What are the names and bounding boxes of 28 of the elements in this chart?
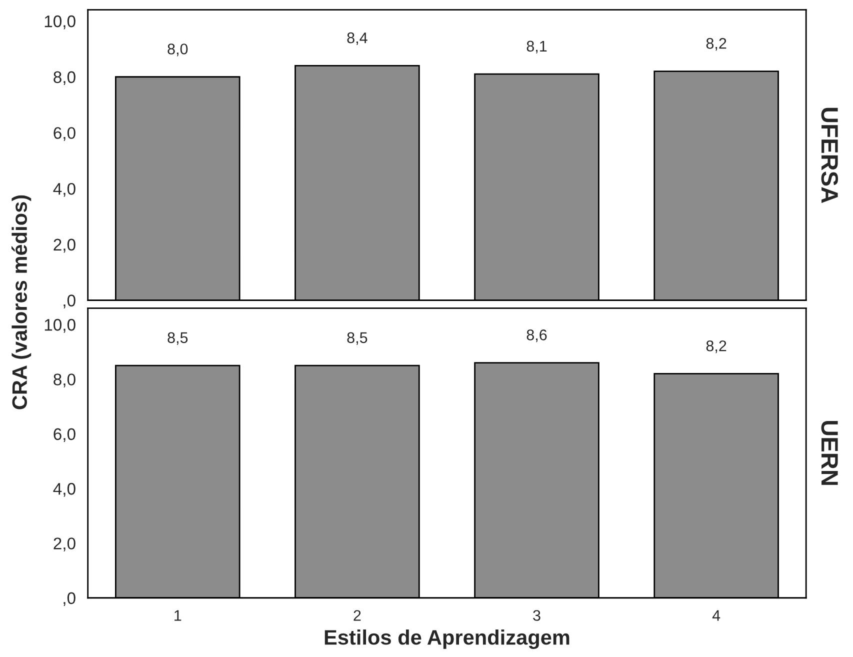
data-label: 8,2 [706, 340, 726, 354]
y-tick-label: 4,0 [53, 482, 76, 497]
x-tick-label: 4 [712, 610, 720, 621]
data-label: 8,4 [347, 32, 368, 46]
y-axis-title: CRA (valores médios) [12, 195, 32, 410]
x-tick-label: 3 [533, 610, 540, 621]
y-tick-label: 8,0 [54, 374, 76, 388]
y-tick-label: 2,0 [54, 538, 76, 552]
data-label: 8,0 [168, 44, 188, 56]
y-tick-label: 10,0 [44, 15, 76, 30]
y-tick-label: 6,0 [54, 428, 76, 442]
y-tick-label: ,0 [64, 592, 76, 606]
x-tick-label: 1 [174, 610, 182, 621]
x-tick-label: 2 [354, 610, 361, 621]
y2-axis-title: UERN [821, 420, 838, 485]
data-label: 8,2 [706, 38, 726, 51]
x-axis-title: Estilos de Aprendizagem [324, 629, 570, 649]
data-label: 8,5 [347, 332, 368, 345]
y2-axis-title: UFERSA [821, 108, 838, 203]
y-tick-label: 8,0 [54, 71, 76, 86]
y-tick-label: 2,0 [54, 238, 76, 253]
data-label: 8,1 [526, 40, 547, 54]
y-tick-label: 6,0 [54, 127, 76, 141]
data-label: 8,5 [168, 332, 188, 345]
y-tick-label: 10,0 [44, 318, 76, 333]
y-tick-label: ,0 [64, 294, 76, 308]
y-tick-label: 4,0 [53, 182, 76, 197]
data-label: 8,6 [526, 330, 547, 342]
